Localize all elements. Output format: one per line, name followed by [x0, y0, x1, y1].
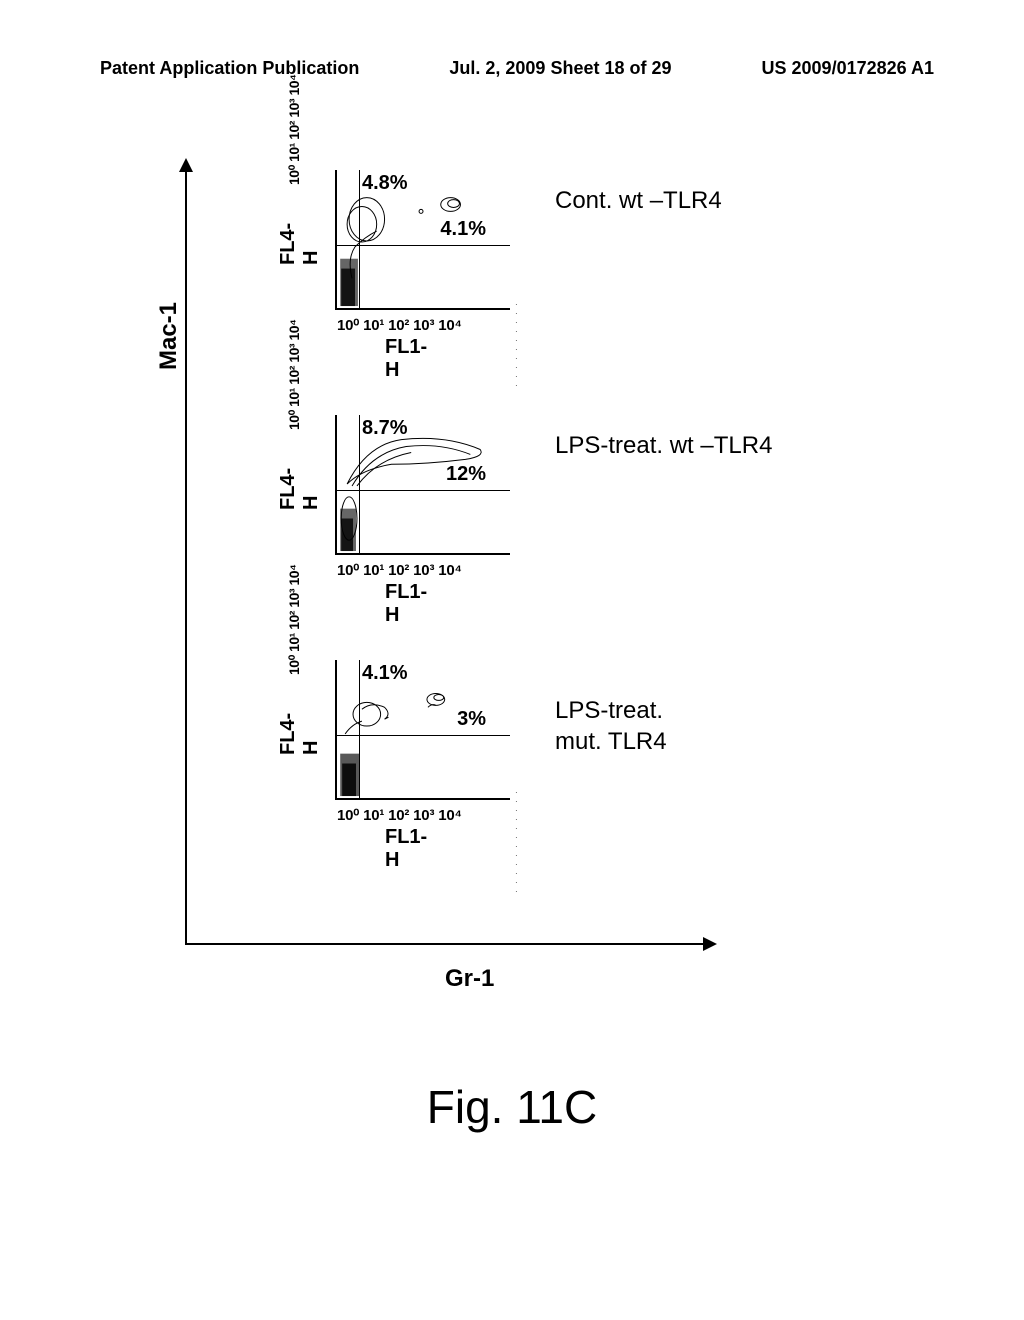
x-axis-arrow-icon — [703, 937, 717, 951]
plot2-y-label: FL4-H — [277, 468, 323, 510]
plot1-axis-dots: · · · · · · · · · · — [515, 300, 520, 390]
plot1-x-label: FL1-H — [385, 336, 427, 382]
plot2-box: 8.7% 12% — [335, 415, 510, 555]
plot2-y-ticks: 10⁰ 10¹ 10² 10³ 10⁴ — [286, 320, 303, 430]
y-axis-main-label: Mac-1 — [155, 302, 183, 370]
plot3-box: 4.1% 3% — [335, 660, 510, 800]
plot3-axis-dots: · · · · · · · · · · · · — [515, 788, 520, 896]
header-right: US 2009/0172826 A1 — [762, 58, 934, 79]
plot1-y-label: FL4-H — [277, 223, 323, 265]
figure-caption: Fig. 11C — [0, 1080, 1024, 1134]
plot2-x-ticks: 10⁰ 10¹ 10² 10³ 10⁴ — [337, 561, 462, 579]
plot3-side-label: LPS-treat. mut. TLR4 — [555, 695, 815, 757]
figure-area: Mac-1 Gr-1 FL4-H 10⁰ 10¹ 10² 10³ 10⁴ 4.8… — [185, 170, 905, 990]
plot3-x-ticks: 10⁰ 10¹ 10² 10³ 10⁴ — [337, 806, 462, 824]
plot3-y-label: FL4-H — [277, 713, 323, 755]
x-axis-main-label: Gr-1 — [445, 965, 494, 993]
plot2-x-label: FL1-H — [385, 581, 427, 627]
y-axis-arrow-icon — [179, 158, 193, 172]
header-left: Patent Application Publication — [100, 58, 359, 79]
plot1-box: 4.8% 4.1% — [335, 170, 510, 310]
plot1-x-ticks: 10⁰ 10¹ 10² 10³ 10⁴ — [337, 316, 462, 334]
y-axis-line — [185, 170, 187, 945]
plot3-x-label: FL1-H — [385, 826, 427, 872]
x-axis-line — [185, 943, 705, 945]
plot1-side-label: Cont. wt –TLR4 — [555, 185, 815, 216]
plot1-scatter-icon — [337, 170, 510, 308]
plot1-y-ticks: 10⁰ 10¹ 10² 10³ 10⁴ — [286, 75, 303, 185]
header-center: Jul. 2, 2009 Sheet 18 of 29 — [449, 58, 671, 79]
plot3-y-ticks: 10⁰ 10¹ 10² 10³ 10⁴ — [286, 565, 303, 675]
page-header: Patent Application Publication Jul. 2, 2… — [0, 58, 1024, 79]
plot2-side-label: LPS-treat. wt –TLR4 — [555, 430, 815, 461]
plot2-scatter-icon — [337, 415, 510, 553]
plot3-scatter-icon — [337, 660, 510, 798]
